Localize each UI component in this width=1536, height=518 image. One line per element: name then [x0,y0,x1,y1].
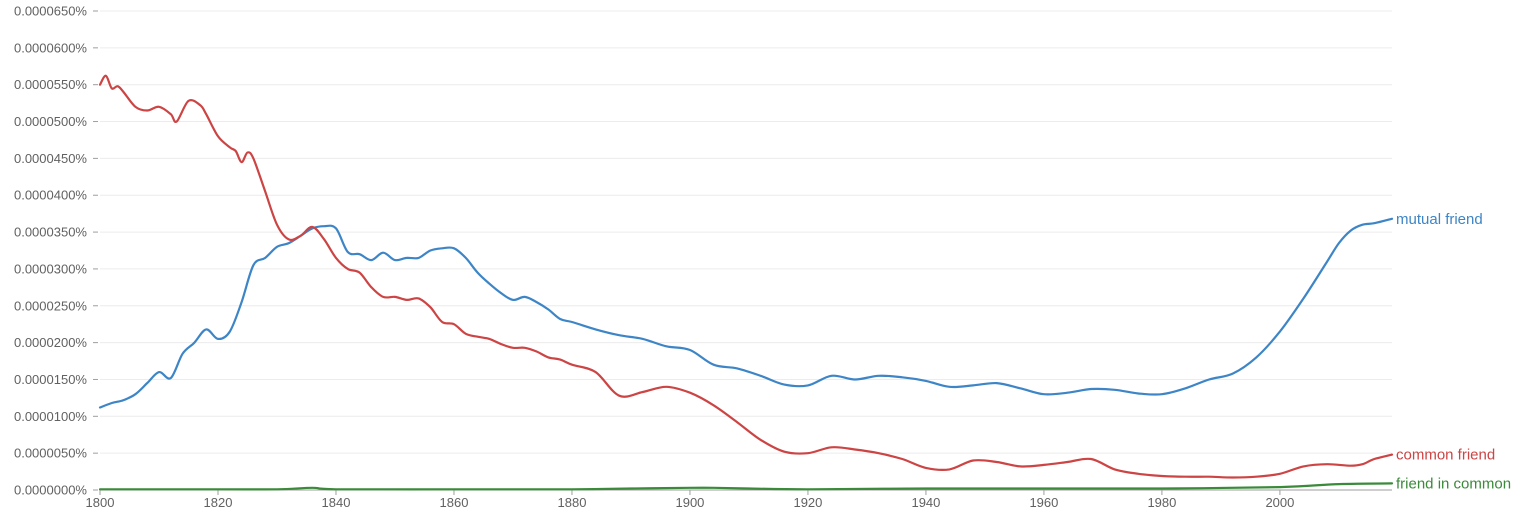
y-axis: 0.0000000% 0.0000050% 0.0000100% 0.0000150%… [14,4,98,498]
y-tick-label: 0.0000200% [14,335,87,350]
series-label-mutual-friend[interactable]: mutual friend [1396,211,1483,228]
series-labels: mutual friend common friend friend in comm… [1396,211,1511,493]
x-tick-label: 1860 [440,495,469,510]
y-tick-label: 0.0000500% [14,114,87,129]
y-tick-label: 0.0000050% [14,446,87,461]
x-tick-label: 1900 [675,495,704,510]
y-tick-label: 0.0000450% [14,151,87,166]
series-label-friend-in-common[interactable]: friend in common [1396,475,1511,492]
y-tick-label: 0.0000550% [14,77,87,92]
x-tick-label: 1940 [911,495,940,510]
x-tick-label: 1960 [1029,495,1058,510]
x-tick-label: 2000 [1265,495,1294,510]
series-label-common-friend[interactable]: common friend [1396,447,1495,464]
x-tick-label: 1800 [86,495,115,510]
y-tick-label: 0.0000150% [14,372,87,387]
y-tick-label: 0.0000300% [14,261,87,276]
y-tick-label: 0.0000350% [14,225,87,240]
x-tick-label: 1880 [558,495,587,510]
x-tick-label: 1840 [322,495,351,510]
x-axis: 1800 1820 1840 1860 1880 1900 1920 1940 1960 1980… [86,489,1392,510]
y-tick-label: 0.0000600% [14,40,87,55]
y-tick-label: 0.0000250% [14,298,87,313]
y-tick-label: 0.0000650% [14,4,87,19]
gridlines [100,10,1392,454]
y-tick-label: 0.0000400% [14,188,87,203]
series-line-mutual-friend[interactable] [98,217,1394,409]
series-line-common-friend[interactable] [98,74,1394,479]
x-tick-label: 1820 [204,495,233,510]
x-tick-label: 1920 [793,495,822,510]
y-tick-label: 0.0000100% [14,409,87,424]
x-tick-label: 1980 [1147,495,1176,510]
y-tick-label: 0.0000000% [14,483,87,498]
series-line-friend-in-common[interactable] [98,482,1394,491]
series-lines [98,74,1394,491]
